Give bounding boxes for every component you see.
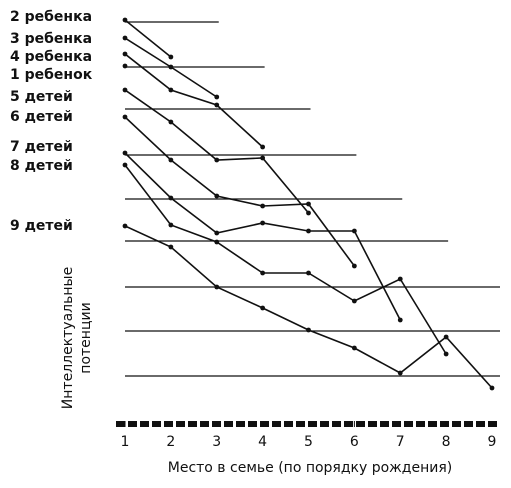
data-point bbox=[214, 102, 220, 108]
series-label: 7 детей bbox=[10, 139, 73, 155]
data-point bbox=[122, 150, 128, 156]
series-label: 3 ребенка bbox=[10, 31, 92, 47]
data-point bbox=[122, 223, 128, 229]
data-point bbox=[306, 201, 311, 207]
data-point bbox=[260, 144, 266, 150]
data-point bbox=[443, 334, 449, 340]
data-point bbox=[214, 239, 220, 245]
data-point bbox=[168, 157, 174, 163]
data-point bbox=[260, 220, 266, 226]
data-point bbox=[260, 203, 266, 209]
x-tick-label: 8 bbox=[442, 434, 451, 450]
data-point bbox=[260, 305, 266, 311]
data-point bbox=[168, 87, 174, 93]
x-tick-label: 5 bbox=[304, 434, 313, 450]
series-label: 5 детей bbox=[10, 89, 73, 105]
data-point bbox=[351, 345, 357, 351]
data-point bbox=[122, 17, 128, 23]
x-tick-label: 2 bbox=[166, 434, 175, 450]
data-point bbox=[214, 94, 220, 100]
data-point bbox=[168, 222, 174, 228]
series-line bbox=[124, 225, 493, 389]
data-point bbox=[489, 385, 495, 391]
series-line bbox=[124, 19, 172, 58]
data-point bbox=[214, 193, 220, 199]
data-point bbox=[351, 263, 357, 269]
series-label: 6 детей bbox=[10, 109, 73, 125]
x-tick-label: 9 bbox=[488, 434, 497, 450]
data-point bbox=[260, 155, 266, 161]
data-point bbox=[260, 270, 266, 276]
data-point bbox=[351, 228, 357, 234]
data-point bbox=[214, 230, 220, 236]
x-tick-label: 1 bbox=[121, 434, 130, 450]
series-label: 8 детей bbox=[10, 158, 73, 174]
series-label: 1 ребенок bbox=[10, 67, 93, 83]
x-tick-label: 7 bbox=[396, 434, 405, 450]
data-point bbox=[306, 210, 311, 216]
series-label: 2 ребенка bbox=[10, 9, 92, 25]
data-point bbox=[122, 87, 128, 93]
series-label: 9 детей bbox=[10, 218, 73, 234]
data-point bbox=[306, 270, 311, 276]
series-label: 4 ребенка bbox=[10, 49, 92, 65]
data-point bbox=[122, 35, 128, 41]
x-tick-label: 4 bbox=[258, 434, 267, 450]
data-point bbox=[122, 51, 128, 57]
series-line bbox=[124, 53, 264, 148]
data-point bbox=[168, 54, 174, 60]
data-point bbox=[122, 63, 128, 69]
data-point bbox=[168, 244, 174, 250]
data-point bbox=[214, 284, 220, 290]
x-tick-label: 6 bbox=[350, 434, 359, 450]
data-point bbox=[168, 119, 174, 125]
data-point bbox=[306, 327, 311, 333]
series-line bbox=[124, 152, 401, 321]
x-tick-label: 3 bbox=[212, 434, 221, 450]
data-point bbox=[214, 157, 220, 163]
data-point bbox=[443, 351, 449, 357]
data-point bbox=[351, 298, 357, 304]
data-point bbox=[397, 370, 403, 376]
y-axis-label: Интеллектуальные bbox=[60, 267, 76, 409]
data-point bbox=[168, 64, 174, 70]
series-line bbox=[124, 164, 447, 355]
x-axis-label: Место в семье (по порядку рождения) bbox=[168, 460, 452, 476]
data-point bbox=[397, 317, 403, 323]
y-axis-label: потенции bbox=[78, 302, 94, 373]
series-line bbox=[124, 116, 356, 267]
data-point bbox=[168, 195, 174, 201]
data-point bbox=[122, 162, 128, 168]
data-point bbox=[122, 114, 128, 120]
data-point bbox=[397, 276, 403, 282]
data-point bbox=[306, 228, 311, 234]
